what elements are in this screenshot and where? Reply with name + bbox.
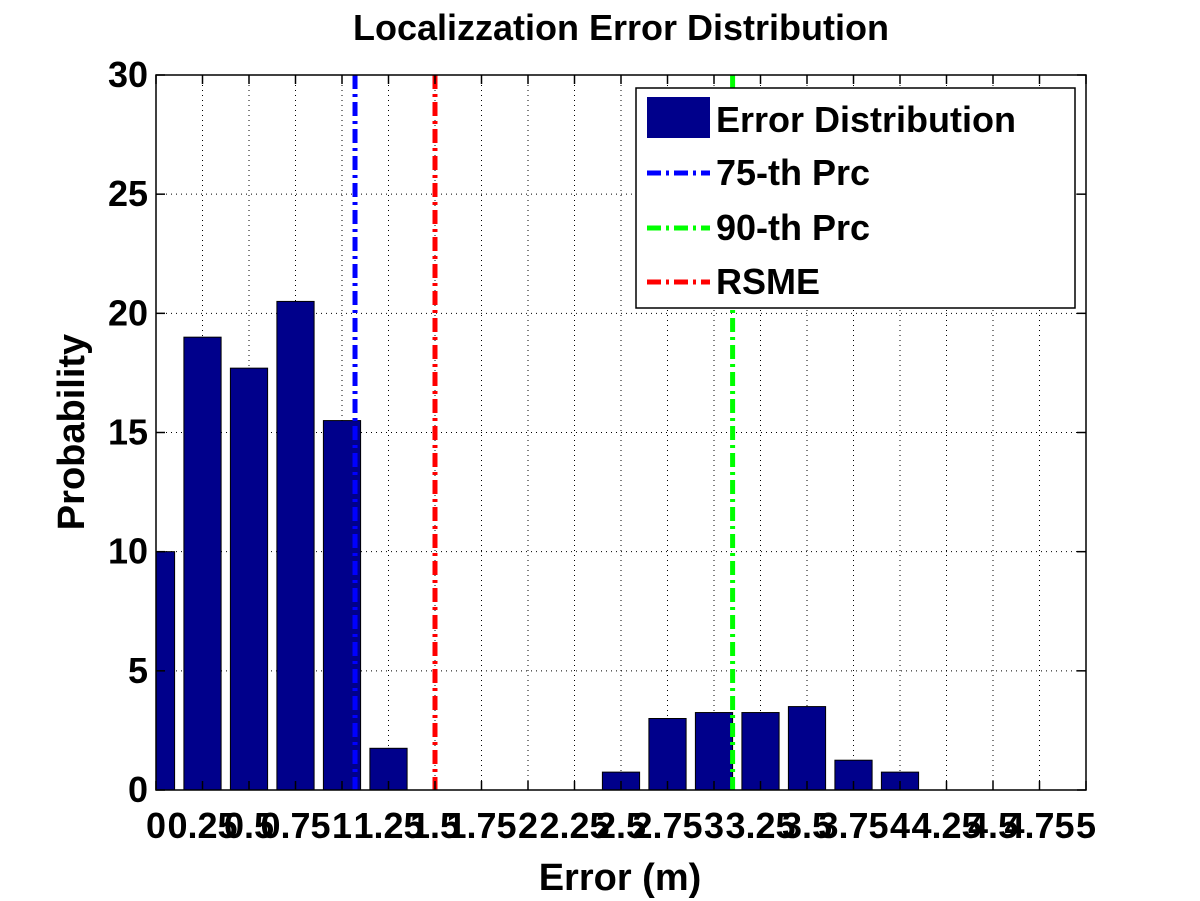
x-tick-label: 0.5 [224,805,274,846]
x-tick-label: 2.75 [632,805,702,846]
x-tick-label: 2.5 [596,805,646,846]
x-tick-label: 4.75 [1004,805,1074,846]
x-tick-label: 4.25 [911,805,981,846]
x-tick-label: 1.75 [446,805,516,846]
x-tick-label: 3.25 [725,805,795,846]
y-tick-label: 0 [128,769,148,810]
legend-label-75th: 75-th Prc [716,152,870,193]
x-tick-label: 4 [890,805,910,846]
tick-marks [155,74,1087,791]
x-tick-label: 1.25 [353,805,423,846]
bar [276,300,315,791]
bar [787,706,827,791]
y-tick-label: 30 [108,54,148,95]
x-tick-label: 0 [146,805,166,846]
x-tick-label: 0.75 [260,805,330,846]
y-tick-label: 15 [108,412,148,453]
x-tick-label: 0.25 [167,805,237,846]
legend-swatch-error-distribution [647,97,710,138]
bar [183,336,222,791]
chart-title: Localizzation Error Distribution [353,7,889,48]
legend: Error Distribution 75-th Prc 90-th Prc R… [635,87,1076,309]
x-tick-label: 1 [332,805,352,846]
x-tick-label: 5 [1076,805,1096,846]
bar [648,718,687,791]
bar [741,712,780,791]
y-tick-label: 25 [108,173,148,214]
x-tick-label: 2 [518,805,538,846]
x-axis-tick-labels: 0 0.250.50.75 1 1.251.51.75 2 2.252.52.75 3 3.2… [146,805,1096,846]
x-tick-label: 1.5 [410,805,460,846]
y-axis-label: Probability [51,334,93,530]
x-tick-label: 3 [704,805,724,846]
bar [229,367,269,791]
x-tick-label: 3.75 [818,805,888,846]
y-tick-label: 5 [128,650,148,691]
legend-label-error-distribution: Error Distribution [716,99,1016,140]
bar [694,712,734,791]
x-tick-label: 2.25 [539,805,609,846]
legend-label-90th: 90-th Prc [716,207,870,248]
x-axis-label: Error (m) [539,857,702,899]
x-tick-label: 3.5 [782,805,832,846]
bar-series [155,300,920,791]
y-tick-label: 20 [108,292,148,333]
y-tick-label: 10 [108,531,148,572]
y-axis-tick-labels: 0 5 10 15 20 25 30 [108,54,148,810]
legend-label-rsme: RSME [716,261,820,302]
x-tick-label: 4.5 [968,805,1018,846]
